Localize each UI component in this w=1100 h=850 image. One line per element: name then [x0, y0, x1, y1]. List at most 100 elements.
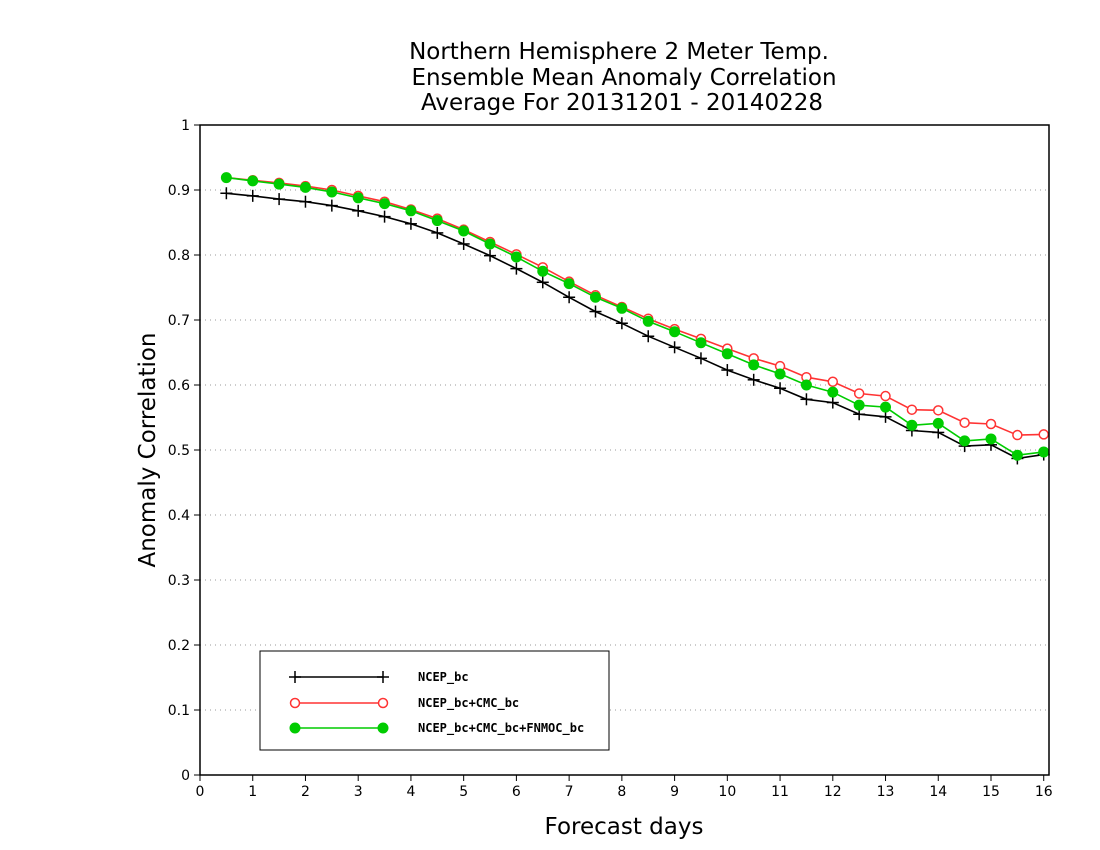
- data-point: [668, 341, 681, 354]
- data-point: [536, 276, 549, 289]
- x-tick-label: 9: [670, 784, 679, 800]
- data-point: [247, 175, 259, 187]
- x-tick-label: 6: [512, 784, 521, 800]
- data-point: [932, 417, 944, 429]
- legend-item: NCEP_bc: [289, 670, 469, 685]
- data-point: [377, 722, 389, 734]
- data-point: [289, 722, 301, 734]
- data-point: [289, 697, 301, 709]
- data-point: [1038, 446, 1050, 458]
- data-point: [1011, 449, 1023, 461]
- data-point: [510, 262, 523, 275]
- data-point: [721, 364, 734, 377]
- data-point: [377, 671, 389, 683]
- legend-label: NCEP_bc+CMC_bc: [418, 696, 519, 711]
- data-point: [827, 386, 839, 398]
- data-point: [880, 390, 891, 402]
- data-point: [748, 359, 760, 371]
- x-tick-label: 14: [929, 784, 947, 800]
- data-point: [721, 348, 733, 360]
- y-tick-label: 0: [181, 768, 190, 784]
- data-point: [959, 435, 971, 447]
- data-point: [800, 393, 813, 406]
- grid-lines: [200, 189, 1049, 711]
- y-tick-label: 0.8: [168, 248, 190, 264]
- series-line: [226, 176, 1044, 457]
- x-tick-label: 2: [301, 784, 310, 800]
- legend-label: NCEP_bc: [418, 670, 469, 685]
- data-point: [404, 217, 417, 230]
- series-line: [226, 192, 1044, 460]
- data-point: [246, 189, 259, 202]
- data-point: [933, 405, 944, 416]
- plot-frame: [199, 124, 1050, 776]
- data-point: [431, 215, 443, 227]
- y-tick-label: 0.2: [168, 638, 190, 654]
- data-point: [220, 187, 233, 200]
- data-point: [273, 193, 286, 206]
- data-point: [959, 417, 970, 428]
- legend-label: NCEP_bc+CMC_bc+FNMOC_bc: [418, 721, 584, 736]
- series-ncep-bc: [220, 187, 1050, 465]
- x-tick-label: 12: [824, 784, 842, 800]
- data-point: [405, 205, 417, 217]
- data-point: [299, 195, 312, 208]
- data-point: [1038, 429, 1049, 440]
- data-point: [642, 315, 654, 327]
- y-tick-label: 0.7: [168, 313, 190, 329]
- data-point: [220, 172, 232, 184]
- data-point: [326, 186, 338, 198]
- y-tick-label: 1: [181, 118, 190, 134]
- chart-title-line-2: Ensemble Mean Anomaly Correlation: [411, 65, 836, 91]
- data-point: [431, 226, 444, 239]
- x-tick-label: 11: [771, 784, 789, 800]
- data-point: [774, 382, 787, 395]
- data-point: [747, 373, 760, 386]
- data-point: [800, 379, 812, 391]
- x-tick-label: 0: [196, 784, 205, 800]
- y-tick-label: 0.6: [168, 378, 190, 394]
- series-ncep-bc-cmc-bc-fnmoc-bc: [220, 172, 1050, 461]
- data-point: [642, 330, 655, 343]
- data-point: [880, 401, 892, 413]
- legend-item: NCEP_bc+CMC_bc+FNMOC_bc: [289, 721, 584, 736]
- series-ncep-bc-cmc-bc: [221, 172, 1049, 441]
- data-point: [537, 265, 549, 277]
- data-point: [695, 337, 707, 349]
- x-tick-label: 4: [406, 784, 415, 800]
- y-tick-label: 0.3: [168, 573, 190, 589]
- data-point: [325, 199, 338, 212]
- series-line: [226, 176, 1044, 436]
- data-point: [853, 399, 865, 411]
- data-point: [273, 178, 285, 190]
- legend-box: [259, 650, 610, 751]
- legend-item: NCEP_bc+CMC_bc: [289, 696, 519, 711]
- data-point: [379, 198, 391, 210]
- data-point: [457, 237, 470, 250]
- data-point: [510, 251, 522, 263]
- y-axis-label: Anomaly Correlation: [135, 332, 161, 567]
- chart-title-line-3: Average For 20131201 - 20140228: [421, 90, 823, 116]
- x-tick-label: 3: [354, 784, 363, 800]
- x-tick-label: 7: [565, 784, 574, 800]
- data-point: [378, 210, 391, 223]
- data-point: [694, 352, 707, 365]
- data-point: [589, 305, 602, 318]
- data-point: [826, 396, 839, 409]
- data-point: [458, 225, 470, 237]
- data-point: [615, 317, 628, 330]
- data-point: [985, 418, 997, 430]
- legend: NCEP_bc NCEP_bc+CMC_bc NCEP_bc+CMC_bc+FNMO…: [259, 650, 610, 751]
- axis-ticks: 00.10.20.30.40.50.60.70.80.910 1 2 3 4 5 6 7 8 9 1…: [168, 118, 1053, 800]
- plot-series: [220, 172, 1050, 465]
- data-point: [589, 291, 601, 303]
- y-tick-label: 0.4: [168, 508, 190, 524]
- x-tick-label: 8: [617, 784, 626, 800]
- data-point: [352, 204, 365, 217]
- data-point: [774, 368, 786, 380]
- y-tick-label: 0.9: [168, 183, 190, 199]
- x-tick-label: 16: [1035, 784, 1053, 800]
- x-tick-label: 10: [718, 784, 736, 800]
- x-tick-label: 5: [459, 784, 468, 800]
